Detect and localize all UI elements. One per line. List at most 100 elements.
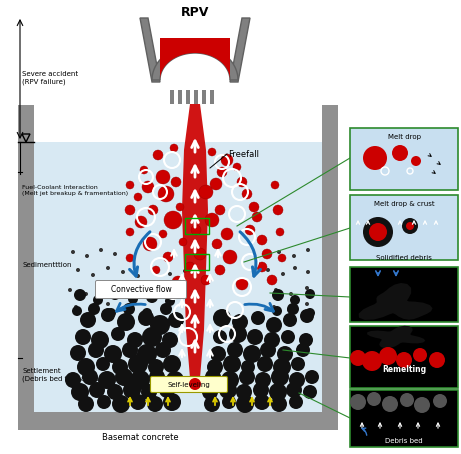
Circle shape xyxy=(271,368,289,386)
Circle shape xyxy=(274,288,278,292)
Circle shape xyxy=(222,395,236,409)
Circle shape xyxy=(247,329,263,345)
Circle shape xyxy=(122,306,126,310)
Circle shape xyxy=(164,211,182,229)
Polygon shape xyxy=(367,326,426,348)
Text: Solidified debris: Solidified debris xyxy=(376,255,432,261)
Circle shape xyxy=(290,295,300,305)
Circle shape xyxy=(106,266,110,270)
Circle shape xyxy=(130,370,150,390)
Circle shape xyxy=(217,167,227,177)
Circle shape xyxy=(126,254,134,262)
Text: Melt drop & crust: Melt drop & crust xyxy=(374,201,434,207)
Bar xyxy=(185,218,209,234)
Circle shape xyxy=(159,230,167,238)
Circle shape xyxy=(99,248,103,252)
Circle shape xyxy=(413,348,427,362)
Circle shape xyxy=(185,262,195,272)
Circle shape xyxy=(201,275,211,285)
Circle shape xyxy=(134,193,142,201)
Circle shape xyxy=(142,327,162,347)
Circle shape xyxy=(362,351,382,371)
Circle shape xyxy=(127,332,143,348)
Circle shape xyxy=(363,146,387,170)
Circle shape xyxy=(257,235,267,245)
Polygon shape xyxy=(182,104,208,378)
Circle shape xyxy=(406,222,414,230)
Text: Fuel-Coolant Interaction
(Melt jet breakup & framentation): Fuel-Coolant Interaction (Melt jet break… xyxy=(22,185,128,196)
Circle shape xyxy=(117,313,135,331)
Circle shape xyxy=(162,332,178,348)
Circle shape xyxy=(146,291,158,303)
Circle shape xyxy=(210,346,226,362)
Circle shape xyxy=(305,302,309,306)
Circle shape xyxy=(411,156,421,166)
Circle shape xyxy=(189,378,201,390)
Circle shape xyxy=(126,228,134,236)
Circle shape xyxy=(262,249,272,259)
Circle shape xyxy=(241,360,255,374)
Circle shape xyxy=(170,144,178,152)
Circle shape xyxy=(183,269,187,273)
Circle shape xyxy=(276,228,284,236)
Circle shape xyxy=(229,325,247,343)
Text: Severe accident
(RPV failure): Severe accident (RPV failure) xyxy=(22,71,78,85)
Circle shape xyxy=(204,396,220,412)
Circle shape xyxy=(215,265,225,275)
Circle shape xyxy=(147,396,163,412)
Polygon shape xyxy=(140,18,160,82)
Circle shape xyxy=(289,372,305,388)
Circle shape xyxy=(115,368,133,386)
Circle shape xyxy=(208,148,216,156)
Circle shape xyxy=(150,315,170,335)
Polygon shape xyxy=(152,45,238,80)
Text: Remelting: Remelting xyxy=(382,365,426,375)
Circle shape xyxy=(163,393,181,411)
Circle shape xyxy=(277,346,293,362)
Circle shape xyxy=(272,289,284,301)
Circle shape xyxy=(143,237,157,251)
Circle shape xyxy=(306,270,310,274)
Circle shape xyxy=(253,382,269,398)
Circle shape xyxy=(71,383,89,401)
Circle shape xyxy=(191,225,201,235)
Circle shape xyxy=(106,308,116,318)
Circle shape xyxy=(251,311,265,325)
Polygon shape xyxy=(160,38,230,80)
Polygon shape xyxy=(230,18,250,82)
Circle shape xyxy=(260,342,276,358)
Circle shape xyxy=(82,369,98,385)
Circle shape xyxy=(91,308,95,312)
Circle shape xyxy=(289,292,293,296)
Circle shape xyxy=(221,228,233,240)
Circle shape xyxy=(369,223,387,241)
Polygon shape xyxy=(359,283,432,320)
Circle shape xyxy=(272,306,282,316)
Circle shape xyxy=(149,369,165,385)
Circle shape xyxy=(363,217,393,247)
Circle shape xyxy=(155,342,171,358)
Circle shape xyxy=(126,181,134,189)
Circle shape xyxy=(160,303,172,315)
Circle shape xyxy=(243,345,261,363)
Circle shape xyxy=(80,312,96,328)
Circle shape xyxy=(98,371,116,389)
Circle shape xyxy=(215,205,225,215)
Circle shape xyxy=(71,250,75,254)
Circle shape xyxy=(299,333,313,347)
Circle shape xyxy=(101,308,115,322)
Circle shape xyxy=(293,266,297,270)
Circle shape xyxy=(91,273,95,277)
Circle shape xyxy=(104,345,122,363)
Text: Settlement
(Debris bed formation): Settlement (Debris bed formation) xyxy=(22,368,101,382)
Circle shape xyxy=(266,268,270,272)
Circle shape xyxy=(142,308,152,318)
Circle shape xyxy=(97,395,111,409)
Bar xyxy=(350,195,458,260)
Circle shape xyxy=(291,357,305,371)
Circle shape xyxy=(272,305,276,309)
Circle shape xyxy=(281,272,285,276)
Circle shape xyxy=(236,395,254,413)
Circle shape xyxy=(153,150,163,160)
Circle shape xyxy=(112,395,130,413)
